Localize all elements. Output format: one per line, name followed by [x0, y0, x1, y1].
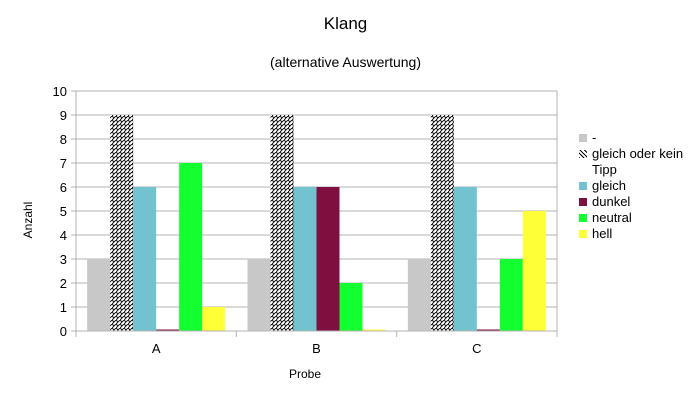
y-axis-label: Anzahl: [21, 201, 35, 239]
legend-label: gleich: [592, 178, 626, 193]
legend-swatch: [579, 150, 587, 158]
bar-B-5: [362, 329, 386, 331]
legend-label: -: [592, 130, 597, 145]
bar-C-4: [499, 259, 523, 331]
legend-item: -: [579, 130, 691, 146]
bar-C-5: [522, 211, 546, 331]
bar-C-3: [476, 329, 500, 331]
axes: 0 1 2 3 4 5 6 7 8 9 10 A B C: [53, 84, 558, 356]
legend-item: neutral: [579, 210, 691, 226]
bar-B-1: [270, 115, 294, 331]
y-tick-label: 10: [53, 84, 67, 99]
legend-swatch: [579, 134, 587, 142]
x-tick-label: C: [472, 341, 481, 356]
x-tick-label: A: [152, 341, 161, 356]
legend-label: gleich oder kein Tipp: [592, 146, 684, 177]
legend-label: hell: [592, 226, 613, 241]
x-tick-label: B: [312, 341, 321, 356]
y-tick-label: 6: [60, 180, 67, 195]
y-tick-label: 4: [60, 228, 67, 243]
bar-C-2: [453, 187, 477, 331]
legend-label: dunkel: [592, 194, 631, 209]
bar-B-0: [247, 259, 271, 331]
bar-A-4: [179, 163, 203, 331]
x-axis-label: Probe: [288, 367, 322, 381]
chart-title: Klang: [323, 14, 368, 33]
y-tick-label: 0: [60, 324, 67, 339]
bar-B-2: [293, 187, 317, 331]
legend-swatch: [579, 198, 587, 206]
bar-A-3: [156, 329, 180, 331]
legend-swatch: [579, 214, 587, 222]
bar-C-0: [407, 259, 431, 331]
y-tick-label: 1: [60, 300, 67, 315]
legend-item: dunkel: [579, 194, 691, 210]
y-tick-label: 5: [60, 204, 67, 219]
chart-subtitle: (alternative Auswertung): [270, 54, 421, 70]
y-tick-label: 3: [60, 252, 67, 267]
bar-B-3: [316, 187, 340, 331]
y-tick-label: 9: [60, 108, 67, 123]
bars: [87, 115, 546, 331]
legend-item: hell: [579, 226, 691, 242]
legend-item: gleich: [579, 178, 691, 194]
bar-A-5: [202, 307, 226, 331]
legend-swatch: [579, 230, 587, 238]
y-tick-label: 8: [60, 132, 67, 147]
legend-label: neutral: [592, 210, 632, 225]
bar-A-1: [110, 115, 134, 331]
legend-swatch: [579, 182, 587, 190]
legend: - gleich oder kein Tipp gleich dunkel neutra…: [579, 130, 691, 242]
y-tick-label: 7: [60, 156, 67, 171]
legend-item: gleich oder kein Tipp: [579, 146, 691, 178]
bar-B-4: [339, 283, 363, 331]
y-tick-label: 2: [60, 276, 67, 291]
bar-A-0: [87, 259, 111, 331]
bar-C-1: [430, 115, 454, 331]
bar-A-2: [133, 187, 157, 331]
